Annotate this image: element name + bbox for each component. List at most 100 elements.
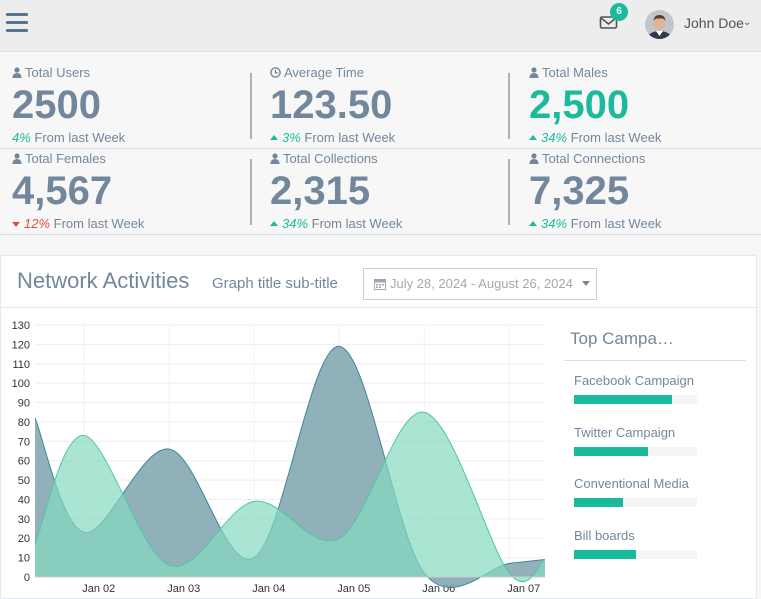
tile-divider [508, 73, 510, 139]
campaign-progress-fill [574, 395, 673, 404]
tile-change: 12% From last Week [12, 216, 144, 231]
tile-change-suffix: From last Week [567, 130, 662, 145]
stats-tiles: Total Users 2500 4% From last Week Average… [0, 53, 761, 235]
tile-change: 34% From last Week [529, 216, 661, 231]
tile-total-males: Total Males 2,500 34% From last Week [517, 53, 761, 145]
tile-count: 7,325 [529, 169, 630, 213]
tile-label: Total Collections [270, 151, 378, 166]
tile-change-suffix: From last Week [50, 216, 145, 231]
y-tick-label: 100 [12, 378, 30, 390]
tile-change-suffix: From last Week [567, 216, 662, 231]
tile-change-percent: 12% [24, 216, 51, 231]
tile-label: Total Males [529, 65, 608, 80]
tile-change: 34% From last Week [529, 130, 661, 145]
user-avatar[interactable] [645, 10, 674, 39]
tile-total-collections: Total Collections 2,315 34% From last Week [258, 139, 508, 231]
tile-change: 3% From last Week [270, 130, 395, 145]
sort-asc-icon [529, 135, 537, 140]
y-tick-label: 80 [18, 417, 30, 429]
y-tick-label: 10 [18, 553, 30, 565]
series-area [35, 346, 545, 588]
x-tick-label: Jan 05 [337, 583, 370, 595]
tile-change: 34% From last Week [270, 216, 402, 231]
tile-row-divider [0, 148, 761, 149]
tile-count: 2,315 [270, 169, 371, 213]
hamburger-icon[interactable] [6, 13, 28, 33]
tile-change-percent: 34% [282, 216, 309, 231]
y-tick-label: 0 [24, 572, 30, 584]
y-tick-label: 40 [18, 494, 30, 506]
tile-count: 2500 [12, 83, 101, 127]
campaign-progress-bar [574, 549, 697, 559]
tile-change-percent: 34% [541, 130, 568, 145]
user-name[interactable]: John Doe [684, 15, 744, 31]
x-tick-label: Jan 02 [82, 583, 115, 595]
y-tick-label: 130 [12, 320, 30, 332]
user-icon [12, 151, 25, 166]
calendar-icon [374, 279, 386, 290]
mail-count-badge: 6 [610, 3, 628, 21]
tile-count: 4,567 [12, 169, 113, 213]
campaign-progress-fill [574, 498, 624, 507]
campaigns-divider [564, 360, 746, 361]
x-tick-label: Jan 03 [167, 583, 200, 595]
user-icon [270, 151, 283, 166]
tile-total-connections: Total Connections 7,325 34% From last Week [517, 139, 761, 231]
network-activity-chart: 0 10 20 30 40 50 60 70 80 90 100 110 120 130 Jan 02 Jan… [12, 320, 546, 595]
campaigns-title: Top Campa… [570, 329, 674, 348]
tile-label: Total Users [12, 65, 90, 80]
tile-total-females: Total Females 4,567 12% From last Week [0, 139, 250, 231]
tile-divider [250, 73, 252, 139]
panel-divider [1, 307, 756, 308]
user-icon [529, 65, 542, 80]
clock-icon [270, 65, 284, 80]
sort-asc-icon [270, 221, 278, 226]
y-tick-label: 110 [12, 359, 30, 371]
y-tick-label: 90 [18, 398, 30, 410]
tile-change-suffix: From last Week [30, 130, 126, 145]
tile-change-percent: 4% [12, 130, 31, 145]
tile-label: Total Females [12, 151, 106, 166]
tile-label: Average Time [270, 65, 364, 80]
campaign-progress-bar [574, 395, 697, 404]
panel-title: Network Activities [17, 268, 190, 293]
y-tick-label: 60 [18, 456, 30, 468]
series-area [35, 412, 545, 582]
sort-asc-icon [529, 221, 537, 226]
tile-divider [250, 159, 252, 225]
campaign-progress-bar [574, 446, 697, 456]
tile-total-users: Total Users 2500 4% From last Week [0, 53, 250, 145]
campaign-label: Facebook Campaign [574, 373, 694, 388]
tile-count: 123.50 [270, 83, 393, 127]
campaign-progress-bar [574, 498, 697, 507]
tile-change-suffix: From last Week [308, 216, 403, 231]
y-tick-label: 70 [18, 436, 30, 448]
sort-asc-icon [270, 135, 278, 140]
campaign-progress-fill [574, 446, 648, 456]
sort-desc-icon [12, 222, 20, 227]
tile-count: 2,500 [529, 83, 630, 127]
chevron-down-icon[interactable]: ⌄ [743, 17, 752, 28]
y-tick-label: 20 [18, 533, 30, 545]
tile-row-divider [0, 234, 761, 235]
tile-average-time: Average Time 123.50 3% From last Week [258, 53, 508, 145]
campaign-label: Bill boards [574, 527, 635, 543]
campaign-progress-fill [574, 549, 636, 559]
date-range-text: July 28, 2024 - August 26, 2024 [390, 276, 573, 291]
tile-change-percent: 3% [282, 130, 301, 145]
tile-change: 4% From last Week [12, 130, 125, 145]
x-tick-label: Jan 07 [507, 583, 540, 595]
user-icon [12, 65, 25, 80]
tile-label: Total Connections [529, 151, 645, 166]
tile-divider [508, 159, 510, 225]
envelope-icon[interactable] [599, 15, 619, 31]
campaign-label: Conventional Media [574, 476, 689, 491]
x-tick-label: Jan 04 [252, 583, 285, 595]
date-range-picker[interactable]: July 28, 2024 - August 26, 2024 [363, 268, 597, 300]
campaign-label: Twitter Campaign [574, 424, 676, 440]
caret-down-icon [581, 281, 590, 286]
series-line [34, 411, 546, 583]
panel-subtitle: Graph title sub-title [212, 275, 338, 292]
y-tick-label: 50 [18, 475, 30, 487]
tile-change-suffix: From last Week [300, 130, 396, 145]
